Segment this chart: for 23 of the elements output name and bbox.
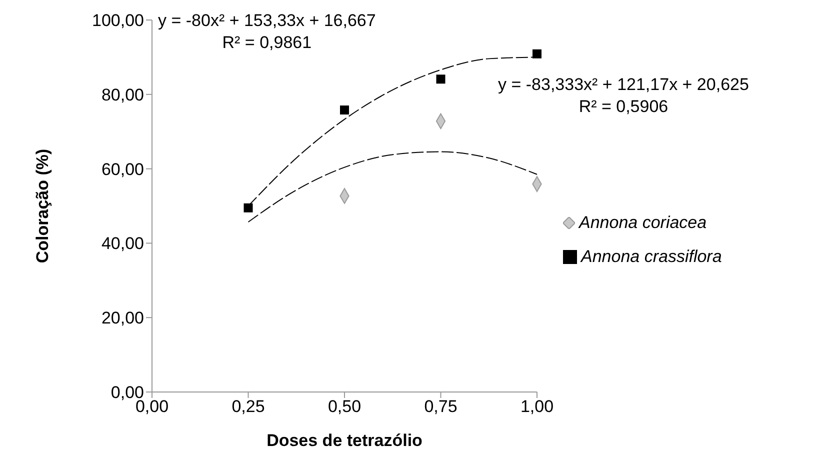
point [340,106,349,115]
y-tick-label: 100,00 [92,11,144,30]
annotation: y = -83,333x² + 121,17x + 20,625 [498,74,749,96]
y-tick-label: 80,00 [101,85,144,104]
point [244,203,253,212]
text: R² = 0,5906 [578,96,670,118]
x-tick-label: 0,50 [328,397,362,416]
y-tick-label: 20,00 [101,308,144,328]
legend-label: Annona crassiflora [581,247,722,267]
x-tick-label: 0,75 [424,397,458,416]
y-tick-label: 60,00 [101,160,144,179]
y-tick-label: 40,00 [101,234,144,254]
x-tick-label: 1,00 [520,397,554,416]
y-axis-title: Coloração (%) [33,148,52,264]
legend-label: Annona coriacea [579,213,707,233]
annotation: R² = 0,9861 [221,32,313,54]
point [532,49,542,58]
x-axis-title: Doses de tetrazólio [266,431,422,450]
x-tick-label: 0,00 [135,397,169,416]
line-series [248,151,538,222]
annotation: y = -80x² + 153,33x + 16,667 [158,10,376,32]
x-tick-label: 0,25 [232,397,265,416]
point [436,74,446,84]
